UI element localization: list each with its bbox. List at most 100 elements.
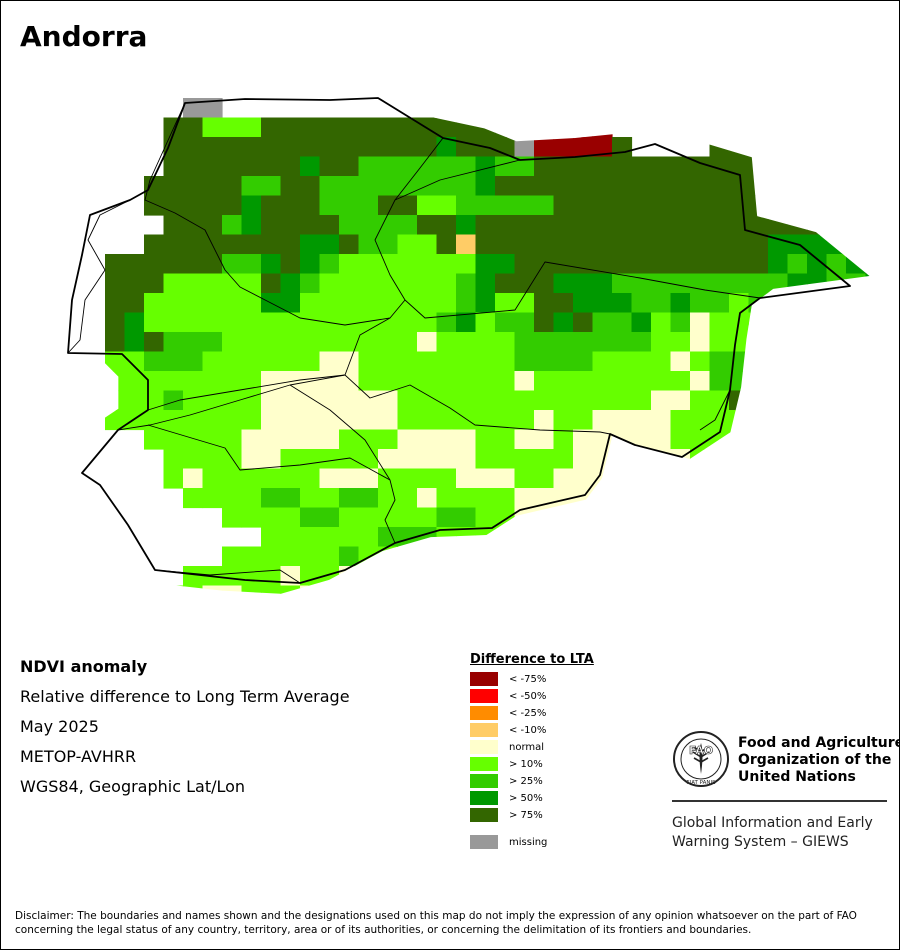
raster-cell: [787, 371, 808, 392]
raster-cell: [514, 566, 535, 587]
raster-cell: [514, 488, 535, 509]
raster-cell: [261, 215, 282, 236]
raster-cell: [553, 234, 574, 255]
raster-cell: [397, 390, 418, 411]
raster-cell: [456, 156, 477, 177]
raster-cell: [339, 215, 360, 236]
raster-cell: [592, 215, 613, 236]
raster-cell: [475, 156, 496, 177]
raster-cell: [729, 468, 750, 489]
raster-cell: [670, 312, 691, 333]
raster-cell: [612, 527, 633, 548]
raster-cell: [339, 195, 360, 216]
legend-label: > 75%: [509, 809, 543, 821]
raster-cell: [436, 215, 457, 236]
raster-cell: [397, 137, 418, 158]
raster-cell: [456, 546, 477, 567]
raster-cell: [241, 273, 262, 294]
raster-cell: [748, 429, 769, 450]
raster-cell: [339, 527, 360, 548]
raster-cell: [475, 176, 496, 197]
raster-cell: [378, 429, 399, 450]
raster-cell: [553, 254, 574, 275]
raster-cell: [222, 371, 243, 392]
raster-cell: [358, 137, 379, 158]
raster-cell: [514, 527, 535, 548]
raster-cell: [495, 527, 516, 548]
raster-cell: [768, 371, 789, 392]
raster-cell: [826, 293, 847, 314]
raster-cell: [553, 449, 574, 470]
raster-cell: [202, 585, 223, 594]
raster-cell: [592, 293, 613, 314]
raster-cell: [592, 137, 613, 158]
raster-cell: [417, 351, 438, 372]
raster-cell: [319, 117, 340, 138]
raster-cell: [865, 195, 870, 216]
raster-cell: [826, 449, 847, 470]
raster-cell: [807, 566, 828, 587]
raster-cell: [456, 254, 477, 275]
raster-cell: [495, 566, 516, 587]
raster-cell: [573, 507, 594, 528]
raster-cell: [748, 468, 769, 489]
raster-cell: [202, 429, 223, 450]
raster-cell: [183, 137, 204, 158]
raster-cell: [436, 566, 457, 587]
raster-cell: [319, 293, 340, 314]
raster-cell: [495, 429, 516, 450]
raster-cell: [378, 351, 399, 372]
raster-cell: [222, 410, 243, 431]
raster-cell: [163, 156, 184, 177]
raster-cell: [748, 195, 769, 216]
raster-cell: [651, 546, 672, 567]
fao-motto: FIAT PANIS: [686, 780, 716, 786]
raster-cell: [690, 527, 711, 548]
raster-cell: [300, 566, 321, 587]
raster-cell: [826, 371, 847, 392]
raster-cell: [826, 254, 847, 275]
raster-cell: [358, 176, 379, 197]
raster-cell: [631, 156, 652, 177]
raster-cell: [456, 625, 476, 641]
legend-swatch: [470, 672, 498, 686]
raster-cell: [846, 468, 867, 489]
raster-cell: [495, 273, 516, 294]
raster-cell: [242, 625, 262, 641]
raster-cell: [397, 117, 418, 138]
raster-cell: [690, 215, 711, 236]
raster-cell: [631, 215, 652, 236]
legend-swatch: [470, 706, 498, 720]
raster-cell: [475, 546, 496, 567]
raster-cell: [378, 195, 399, 216]
raster-cell: [690, 195, 711, 216]
raster-cell: [105, 312, 126, 333]
raster-cell: [651, 625, 671, 641]
raster-cell: [437, 625, 457, 641]
raster-cell: [359, 605, 379, 625]
raster-cell: [631, 507, 652, 528]
raster-cell: [553, 429, 574, 450]
raster-cell: [456, 312, 477, 333]
raster-cell: [787, 273, 808, 294]
raster-cell: [397, 546, 418, 567]
raster-cell: [144, 390, 165, 411]
raster-cell: [612, 605, 632, 625]
raster-cell: [456, 585, 477, 594]
raster-cell: [417, 195, 438, 216]
raster-cell: [144, 293, 165, 314]
raster-cell: [631, 390, 652, 411]
raster-cell: [241, 215, 262, 236]
raster-cell: [553, 468, 574, 489]
raster-cell: [670, 254, 691, 275]
raster-cell: [280, 176, 301, 197]
raster-cell: [651, 215, 672, 236]
raster-cell: [865, 546, 870, 567]
raster-cell: [280, 585, 301, 594]
raster-cell: [768, 449, 789, 470]
raster-cell: [748, 215, 769, 236]
raster-cell: [300, 312, 321, 333]
raster-cell: [475, 507, 496, 528]
raster-cell: [592, 254, 613, 275]
raster-cell: [534, 507, 555, 528]
